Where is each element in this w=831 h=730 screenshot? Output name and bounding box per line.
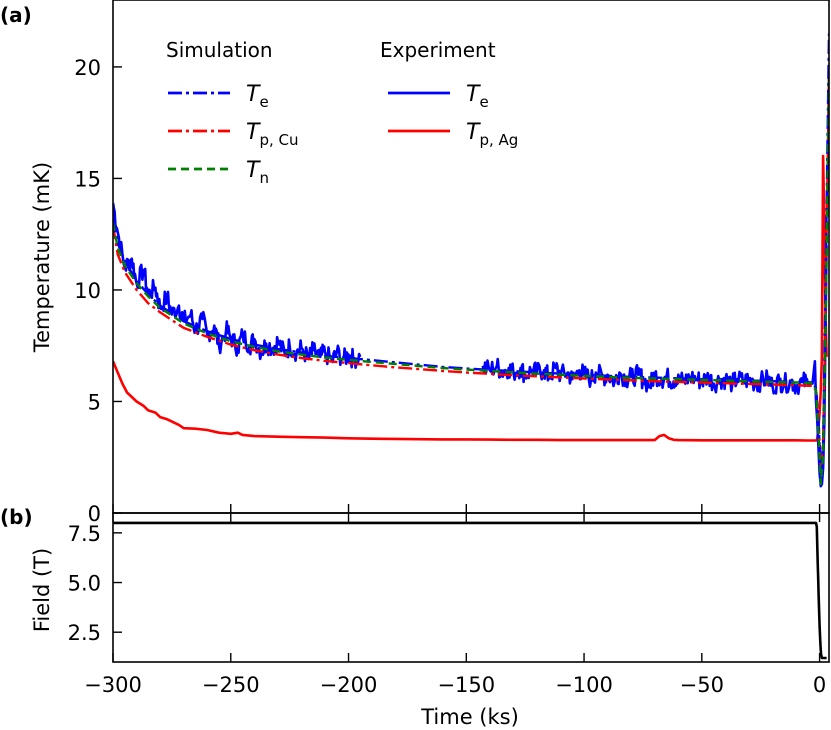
panel-a-ylabel: Temperature (mK) (30, 162, 54, 353)
panel-a-frame (112, 0, 830, 514)
x-tick-label-3: −150 (437, 673, 495, 697)
series-line-experiment-pag (113, 154, 828, 442)
legend-label-simulation-1: Tp, Cu (246, 120, 299, 149)
x-tick-label-2: −200 (320, 673, 378, 697)
panel-b-series (113, 521, 827, 660)
y-tick-label-a-3: 15 (74, 167, 101, 191)
series-line-experiment-e (113, 202, 828, 488)
y-tick-label-a-2: 10 (74, 279, 101, 303)
y-tick-label-a-4: 20 (74, 56, 101, 80)
panel-b: (b) 2.5 5.0 7.5 −300 −250 −200 −150 −100 −50 0 Fi… (0, 505, 830, 729)
x-tick-label-5: −50 (680, 673, 724, 697)
y-tick-label-a-1: 5 (88, 390, 101, 414)
panel-b-xlabel: Time (ks) (420, 705, 519, 729)
panel-a-ticks: 0 5 10 15 20 (74, 56, 821, 526)
x-tick-label-0: −300 (84, 673, 142, 697)
legend-label-simulation-2: Tn (246, 158, 269, 187)
panel-b-frame (112, 512, 830, 663)
series-line-field-0 (113, 521, 827, 660)
y-tick-label-a-0: 0 (88, 502, 101, 526)
y-tick-label-b-1: 5.0 (68, 572, 101, 596)
panel-b-ticks: 2.5 5.0 7.5 −300 −250 −200 −150 −100 −50 0 (68, 513, 826, 697)
panel-a-legend: Simulation Te Tp, Cu Tn Experiment Te Tp, Ag (166, 38, 518, 187)
panel-a: (a) 0 5 10 15 20 Temperature (mK) Simulation… (0, 0, 830, 526)
x-tick-label-1: −250 (202, 673, 260, 697)
legend-header-simulation: Simulation (166, 38, 273, 62)
y-tick-label-b-0: 2.5 (68, 621, 101, 645)
legend-label-experiment-0: Te (466, 82, 489, 111)
panel-a-series (113, 33, 829, 488)
series-line-simulation-pcu (113, 66, 829, 470)
y-tick-label-b-2: 7.5 (68, 522, 101, 546)
panel-b-label: (b) (0, 505, 33, 529)
legend-header-experiment: Experiment (380, 38, 496, 62)
x-tick-label-6: 0 (813, 673, 826, 697)
legend-label-simulation-0: Te (246, 82, 269, 111)
x-tick-label-4: −100 (555, 673, 613, 697)
panel-a-label: (a) (0, 3, 32, 27)
legend-label-experiment-1: Tp, Ag (466, 120, 518, 149)
series-line-simulation-n (113, 78, 829, 486)
panel-b-ylabel: Field (T) (30, 548, 54, 632)
